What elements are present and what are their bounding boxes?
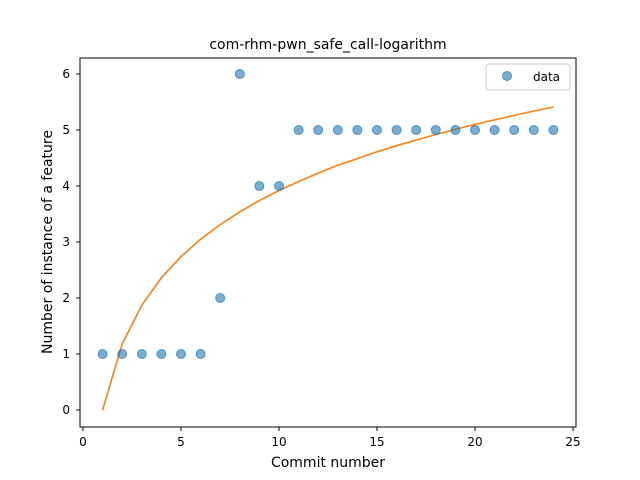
data-point [489, 125, 500, 135]
data-point [254, 181, 265, 191]
y-tick-label: 6 [62, 67, 70, 81]
legend-marker-data [502, 71, 512, 81]
x-tick-label: 5 [177, 435, 185, 449]
y-tick-label: 5 [62, 123, 70, 137]
data-point [528, 125, 539, 135]
x-axis: 0 5 10 15 20 25 [79, 427, 581, 449]
x-tick-label: 20 [467, 435, 482, 449]
y-axis-label: Number of instance of a feature [40, 130, 56, 354]
data-point [156, 349, 167, 359]
y-tick-label: 0 [62, 403, 70, 417]
data-point [470, 125, 480, 135]
legend-label-data: data [533, 70, 560, 84]
legend: data [485, 63, 571, 91]
x-tick-label: 15 [369, 435, 384, 449]
chart-title: com-rhm-pwn_safe_call-logarithm [209, 37, 446, 53]
x-axis-label: Commit number [271, 455, 385, 471]
y-tick-label: 2 [62, 291, 70, 305]
data-point [274, 181, 284, 191]
x-tick-label: 10 [271, 435, 286, 449]
data-point [313, 125, 324, 135]
y-tick-label: 1 [62, 347, 70, 361]
y-tick-label: 4 [62, 179, 70, 193]
data-point [215, 293, 226, 303]
data-point [195, 349, 206, 359]
plot-area [97, 69, 559, 411]
x-tick-label: 0 [79, 435, 87, 449]
data-point [509, 125, 520, 135]
data-point [352, 125, 363, 135]
data-point [176, 349, 186, 359]
data-point [136, 349, 147, 359]
data-point [117, 349, 128, 359]
fit-line [101, 106, 554, 411]
data-point [234, 69, 245, 79]
data-point [430, 125, 441, 135]
axes-frame [79, 57, 577, 428]
y-axis: 0 1 2 3 4 5 6 [62, 67, 80, 417]
data-point [411, 125, 422, 135]
data-point [548, 125, 559, 135]
legend-box [485, 63, 571, 91]
data-point [293, 125, 304, 135]
data-point [332, 125, 343, 135]
data-point [97, 349, 108, 359]
y-tick-label: 3 [62, 235, 70, 249]
data-point [372, 125, 382, 135]
data-point [450, 125, 461, 135]
data-point [391, 125, 402, 135]
x-tick-label: 25 [565, 435, 580, 449]
